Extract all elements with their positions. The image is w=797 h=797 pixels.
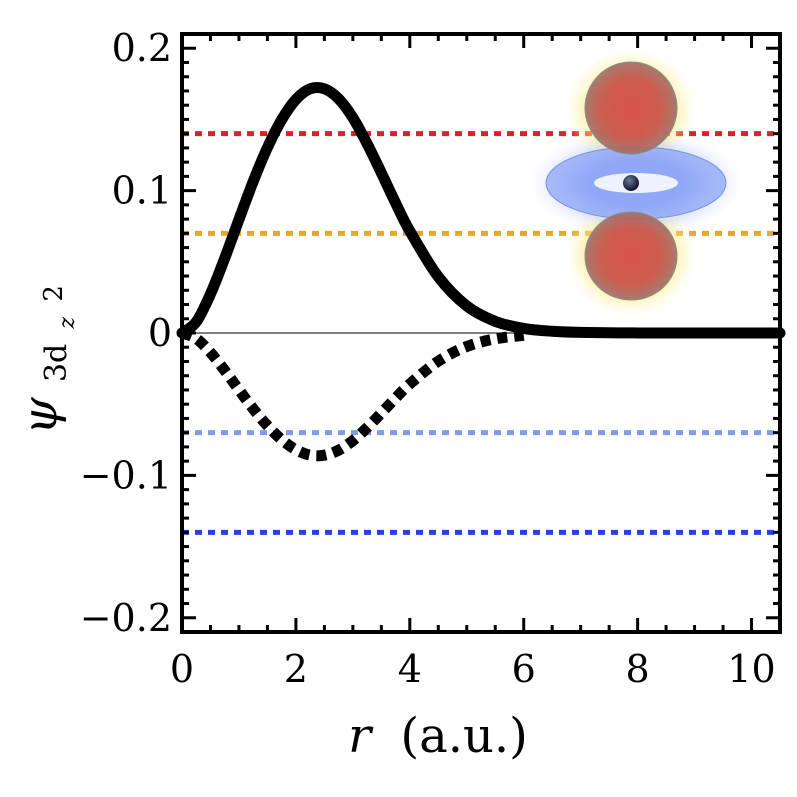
y-axis-sup: 2 — [39, 285, 69, 302]
x-tick-label: 6 — [512, 647, 536, 691]
y-axis-title: ψ 3d z 2 — [12, 285, 86, 435]
y-tick-label: −0.2 — [80, 596, 172, 640]
svg-text:ψ 3d z 2: ψ 3d z 2 — [12, 285, 86, 435]
y-tick-label: −0.1 — [80, 453, 172, 497]
axis-ticks — [180, 34, 782, 632]
tick-labels: 0 2 4 6 8 10 0.2 0.1 0 −0.1 −0.2 — [80, 26, 776, 691]
y-tick-label: 0.2 — [112, 26, 172, 70]
series-group — [176, 82, 786, 462]
y-tick-label: 0 — [148, 311, 172, 355]
x-axis-symbol: r — [348, 708, 374, 764]
x-axis-unit: (a.u.) — [400, 708, 528, 764]
y-axis-subscript: 3d — [39, 344, 74, 382]
x-tick-label: 0 — [170, 647, 194, 691]
x-tick-label: 4 — [398, 647, 422, 691]
y-axis-sub-subscript: z — [55, 316, 80, 329]
series-line-0-solid — [176, 82, 786, 339]
x-tick-label: 10 — [727, 647, 775, 691]
x-tick-label: 2 — [284, 647, 308, 691]
x-axis-title: r (a.u.) — [348, 708, 528, 764]
x-tick-label: 8 — [626, 647, 650, 691]
y-axis-symbol: ψ — [12, 396, 68, 435]
y-tick-label: 0.1 — [112, 169, 172, 213]
dz2-orbital-icon — [530, 48, 742, 317]
series-line-1-dotted — [180, 327, 525, 462]
